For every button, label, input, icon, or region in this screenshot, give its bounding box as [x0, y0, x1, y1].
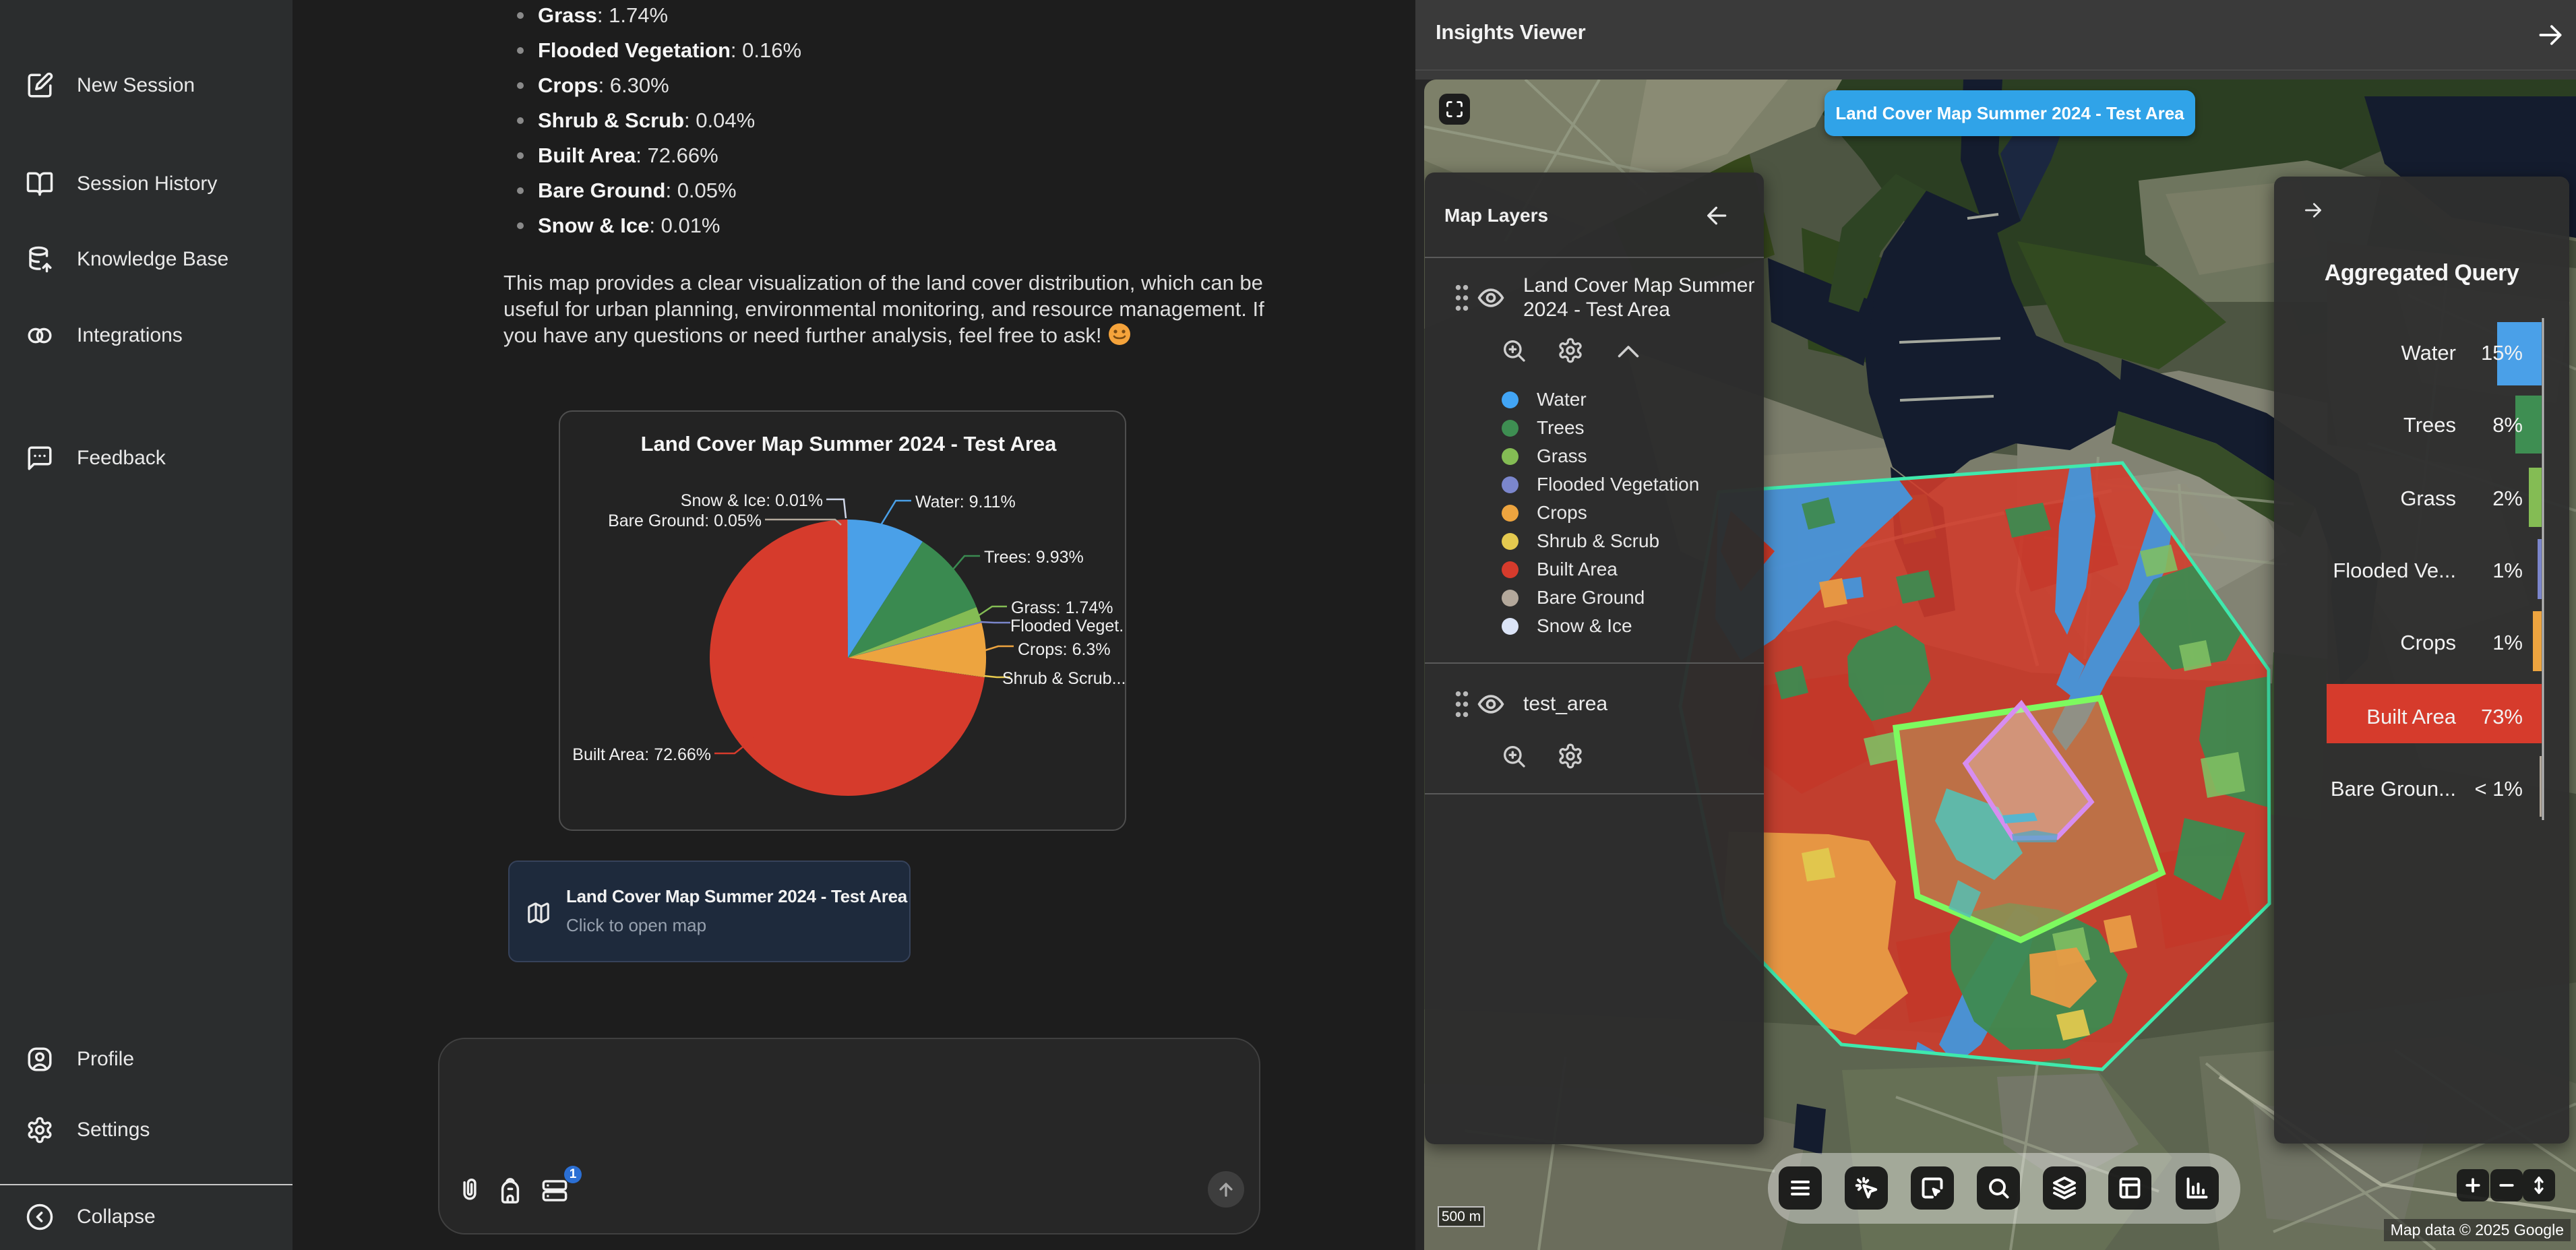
svg-text:Built Area: Built Area	[2366, 705, 2456, 728]
svg-text:< 1%: < 1%	[2474, 777, 2523, 801]
svg-text:1%: 1%	[2492, 559, 2523, 582]
svg-text:Flooded Ve...: Flooded Ve...	[2333, 559, 2456, 582]
svg-text:Water: 9.11%: Water: 9.11%	[915, 493, 1016, 511]
svg-text:Built Area: 72.66%: Built Area: 72.66%	[572, 745, 711, 764]
svg-text:2%: 2%	[2492, 487, 2523, 510]
svg-text:Bare Ground: 0.05%: Bare Ground: 0.05%	[608, 511, 762, 530]
svg-text:Flooded Veget...: Flooded Veget...	[1010, 617, 1125, 635]
svg-text:Crops: Crops	[2400, 631, 2456, 654]
svg-text:Crops: 6.3%: Crops: 6.3%	[1018, 640, 1111, 659]
svg-text:Trees: Trees	[2403, 413, 2456, 437]
svg-text:73%: 73%	[2481, 705, 2523, 728]
svg-text:8%: 8%	[2492, 413, 2523, 437]
svg-text:Water: Water	[2401, 341, 2456, 365]
svg-text:Land Cover Map Summer 2024 - T: Land Cover Map Summer 2024 - Test Area	[641, 432, 1057, 456]
svg-text:1%: 1%	[2492, 631, 2523, 654]
svg-text:Snow & Ice: 0.01%: Snow & Ice: 0.01%	[681, 491, 823, 510]
svg-text:Trees: 9.93%: Trees: 9.93%	[984, 548, 1084, 567]
svg-text:Shrub & Scrub...: Shrub & Scrub...	[1002, 669, 1125, 688]
svg-text:15%: 15%	[2481, 341, 2523, 365]
svg-text:Grass: 1.74%: Grass: 1.74%	[1011, 598, 1113, 617]
svg-text:Grass: Grass	[2400, 487, 2456, 510]
svg-text:Bare Groun...: Bare Groun...	[2331, 777, 2456, 801]
